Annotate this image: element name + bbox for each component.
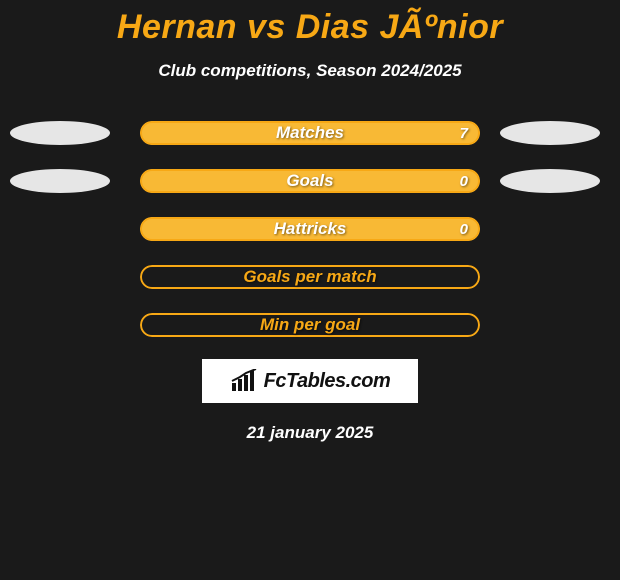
stat-row: Matches 7 [0,121,620,145]
comparison-infographic: Hernan vs Dias JÃºnior Club competitions… [0,0,620,580]
left-ellipse [10,121,110,145]
page-subtitle: Club competitions, Season 2024/2025 [0,61,620,81]
stat-label: Goals [286,171,333,191]
stat-bar: Goals 0 [140,169,480,193]
stat-bar: Hattricks 0 [140,217,480,241]
stat-row: Goals per match [0,265,620,289]
stat-value: 0 [460,173,468,190]
logo-chart-icon [230,369,260,393]
right-ellipse [500,169,600,193]
left-ellipse [10,169,110,193]
stat-row: Goals 0 [0,169,620,193]
logo-box: FcTables.com [202,359,418,403]
stat-bar: Matches 7 [140,121,480,145]
stat-row: Hattricks 0 [0,217,620,241]
date-label: 21 january 2025 [0,423,620,443]
stat-rows: Matches 7 Goals 0 Hattricks 0 Goals per match M… [0,121,620,337]
stat-row: Min per goal [0,313,620,337]
right-ellipse [500,121,600,145]
stat-label: Hattricks [274,219,347,239]
stat-value: 0 [460,221,468,238]
stat-bar: Min per goal [140,313,480,337]
stat-value: 7 [460,125,468,142]
page-title: Hernan vs Dias JÃºnior [0,0,620,47]
logo-text: FcTables.com [264,370,391,393]
stat-bar: Goals per match [140,265,480,289]
stat-label: Goals per match [243,267,376,287]
stat-label: Min per goal [260,315,360,335]
stat-label: Matches [276,123,344,143]
